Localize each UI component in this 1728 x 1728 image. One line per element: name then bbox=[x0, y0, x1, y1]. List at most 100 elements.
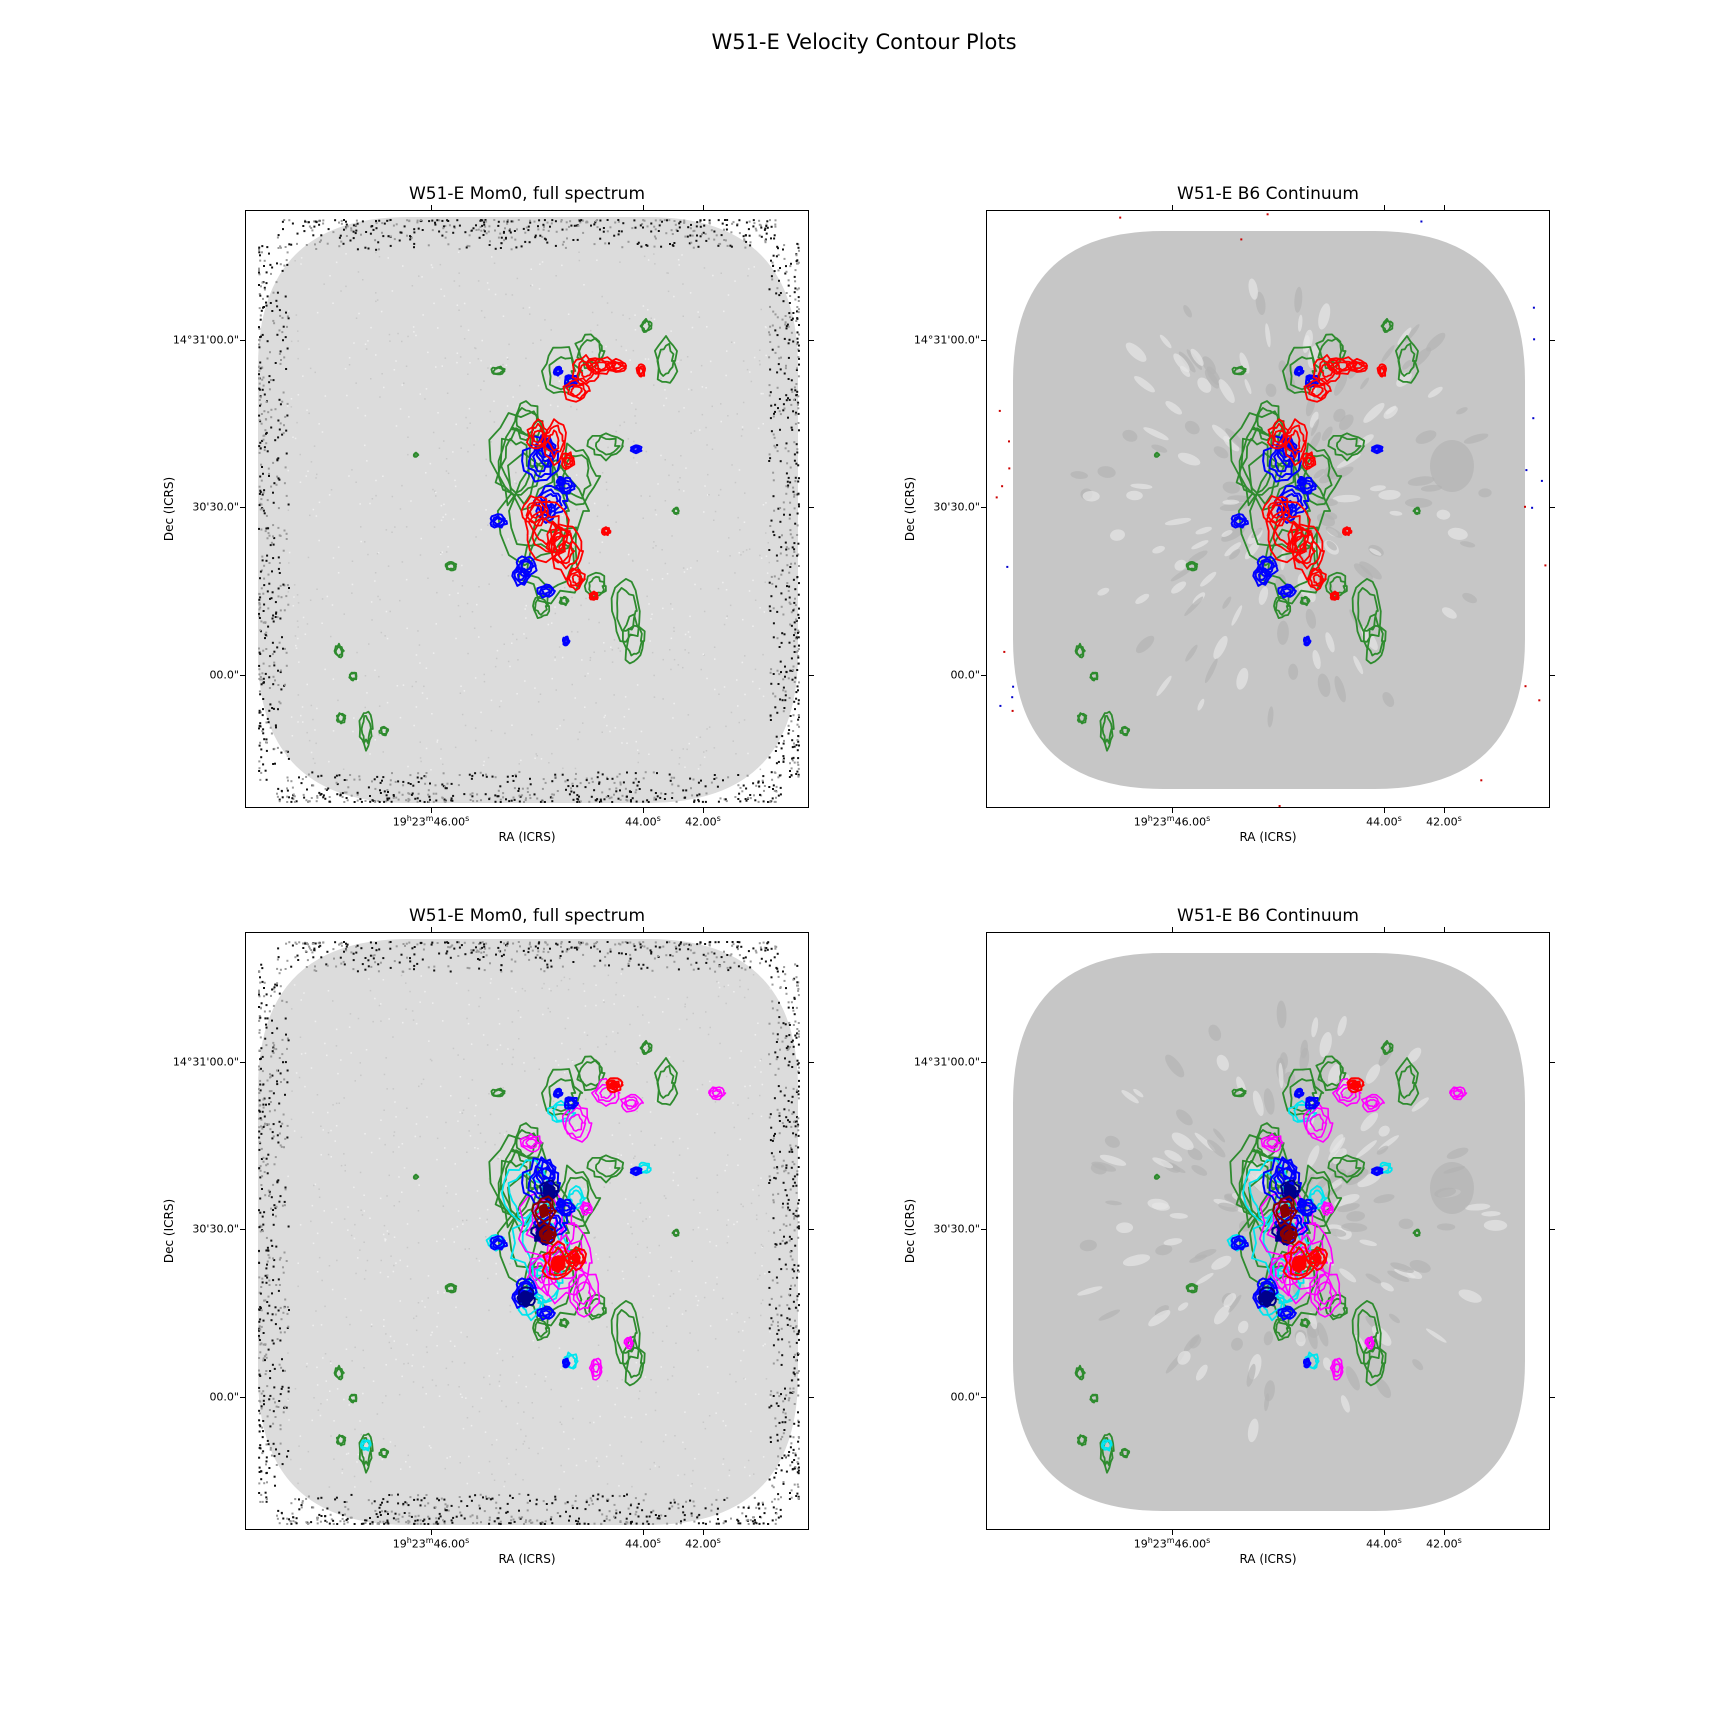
contour-2e8b2e-13-1 bbox=[1366, 624, 1384, 657]
image-with-contours bbox=[258, 217, 800, 803]
y-tick-mark bbox=[240, 1229, 245, 1230]
contour-0000ff-7-1 bbox=[538, 1307, 554, 1319]
contour-2e8b2e-16-1 bbox=[1075, 645, 1084, 658]
contour-ff0000-11-1 bbox=[568, 570, 584, 588]
contour-2e8b2e-9-1 bbox=[1233, 366, 1245, 375]
contour-2e8b2e-14-0 bbox=[444, 1283, 458, 1294]
contour-0000ff-8-2 bbox=[493, 516, 503, 526]
contour-2e8b2e-11-1 bbox=[588, 575, 605, 596]
y-tick-label: 14°31'00.0" bbox=[913, 333, 980, 347]
contour-2e8b2e-10-1 bbox=[595, 1157, 621, 1178]
x-tick-mark-top bbox=[1172, 927, 1173, 932]
contour-0000ff-8-2 bbox=[1234, 516, 1244, 526]
contour-0000ff-5-2 bbox=[520, 560, 532, 573]
y-axis-label: Dec (ICRS) bbox=[903, 1198, 917, 1264]
contour-ff00ff-3-1 bbox=[1305, 1107, 1329, 1139]
contour-ff00ff-9-2 bbox=[626, 1339, 632, 1347]
contour-ff0000-4-2 bbox=[1270, 503, 1284, 519]
contour-0000ff-7-2 bbox=[541, 587, 551, 595]
contour-2e8b2e-22-1 bbox=[413, 1174, 419, 1180]
contour-2e8b2e-7-1 bbox=[656, 342, 675, 377]
contour-8b0000-1-2 bbox=[1284, 1229, 1294, 1241]
y-tick-label: 00.0" bbox=[950, 1390, 980, 1404]
contour-2e8b2e-6-1 bbox=[1319, 1059, 1343, 1087]
contour-8b0000-0-0 bbox=[1272, 1195, 1298, 1228]
y-tick-mark bbox=[981, 340, 986, 341]
contour-ff0000-1-2 bbox=[569, 1251, 581, 1264]
contour-ff00ff-7-1 bbox=[522, 1135, 540, 1150]
contour-0000ff-7-2 bbox=[1282, 587, 1292, 595]
contour-ff0000-1-0 bbox=[1280, 418, 1308, 467]
y-tick-mark-right bbox=[809, 1062, 814, 1063]
contour-0000ff-8-0 bbox=[1230, 1235, 1249, 1251]
contour-ff00ff-3-2 bbox=[1309, 1113, 1325, 1132]
contour-0000ff-12-2 bbox=[1304, 638, 1310, 644]
x-tick-mark bbox=[431, 808, 432, 813]
contour-2e8b2e-20-1 bbox=[534, 597, 549, 616]
contour-ff0000-2-1 bbox=[528, 511, 562, 554]
contour-2e8b2e-22-1 bbox=[413, 452, 419, 458]
y-tick-mark-right bbox=[1550, 340, 1555, 341]
contour-2e8b2e-10-1 bbox=[595, 435, 621, 456]
contour-ff00ff-9-1 bbox=[625, 1337, 634, 1348]
y-tick-mark-right bbox=[809, 507, 814, 508]
contour-2e8b2e-3-1 bbox=[562, 1176, 592, 1222]
x-tick-label: 42.00s bbox=[1426, 814, 1462, 829]
contour-ff0000-8-1 bbox=[565, 383, 587, 400]
contour-0000ff-9-1 bbox=[1305, 1097, 1318, 1109]
x-tick-label: 42.00s bbox=[685, 814, 721, 829]
contour-ff00ff-3-0 bbox=[561, 1100, 593, 1143]
contour-2e8b2e-10-0 bbox=[586, 1154, 625, 1184]
x-tick-label: 44.00s bbox=[625, 814, 661, 829]
contour-ff0000-7-2 bbox=[1351, 362, 1364, 370]
contour-2e8b2e-18-0 bbox=[1099, 1432, 1115, 1474]
contour-0000ff-8-0 bbox=[489, 513, 508, 529]
plot-area bbox=[986, 932, 1550, 1530]
contour-ff0000-1-2 bbox=[1287, 429, 1301, 452]
contour-0000ff-3-0 bbox=[535, 499, 556, 524]
contour-ff0000-6-2 bbox=[593, 361, 609, 371]
contour-2e8b2e-12-0 bbox=[1351, 578, 1382, 643]
contour-ff0000-7-1 bbox=[1348, 361, 1367, 373]
y-tick-mark-right bbox=[1550, 675, 1555, 676]
plot-area bbox=[245, 210, 809, 808]
contour-2e8b2e-11-1 bbox=[1329, 575, 1346, 596]
contour-0000ff-5-2 bbox=[1261, 560, 1273, 573]
contour-00008b-1-1 bbox=[518, 1290, 535, 1307]
contour-ff00ff-6-1 bbox=[708, 1087, 723, 1099]
contour-ff00ff-8-1 bbox=[1331, 1359, 1343, 1377]
contour-0000ff-13-2 bbox=[558, 477, 565, 484]
contour-2e8b2e-10-1 bbox=[1336, 1157, 1362, 1178]
contour-ff0000-10-2 bbox=[551, 531, 565, 552]
contour-ff0000-7-1 bbox=[607, 361, 626, 373]
y-tick-mark-right bbox=[809, 1397, 814, 1398]
contour-2e8b2e-11-0 bbox=[1324, 1293, 1348, 1321]
y-tick-mark bbox=[240, 340, 245, 341]
contour-ff0000-2-1 bbox=[1347, 1079, 1362, 1091]
x-tick-mark-top bbox=[1384, 927, 1385, 932]
contour-2e8b2e-14-1 bbox=[446, 1284, 456, 1293]
contour-2e8b2e-8-1 bbox=[641, 1041, 652, 1054]
contour-ff0000-14-1 bbox=[562, 454, 574, 469]
contour-8b0000-0-2 bbox=[538, 1203, 551, 1219]
contour-0000ff-11-1 bbox=[1372, 1167, 1382, 1176]
contour-0000ff-11-1 bbox=[1372, 445, 1382, 454]
contour-ff0000-13-2 bbox=[603, 528, 609, 534]
contour-2e8b2e-15-1 bbox=[349, 1394, 358, 1402]
contour-2e8b2e-6-1 bbox=[578, 1059, 602, 1087]
x-axis-label: RA (ICRS) bbox=[1239, 1552, 1297, 1566]
contour-0000ff-13-2 bbox=[1299, 1199, 1306, 1206]
contour-2e8b2e-12-0 bbox=[610, 1300, 641, 1365]
contour-layer bbox=[1074, 1039, 1468, 1474]
contour-ff0000-12-2 bbox=[591, 593, 597, 599]
contour-ff0000-9-1 bbox=[1377, 365, 1387, 377]
contour-2e8b2e-13-1 bbox=[625, 624, 643, 657]
contour-ff00ff-8-2 bbox=[1333, 1363, 1341, 1374]
contour-2e8b2e-7-1 bbox=[1397, 342, 1416, 377]
contour-ff0000-1-1 bbox=[543, 424, 566, 459]
contour-layer bbox=[1074, 317, 1421, 752]
y-tick-mark-right bbox=[1550, 1397, 1555, 1398]
contour-ff0000-3-0 bbox=[550, 523, 584, 581]
contour-2e8b2e-14-0 bbox=[444, 561, 458, 572]
contour-ff00ff-2-1 bbox=[1313, 1273, 1338, 1311]
